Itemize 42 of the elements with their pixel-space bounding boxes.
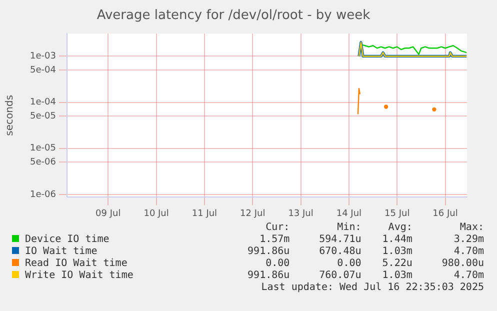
text: 594.71u — [318, 234, 362, 246]
y-tick-label: 1e-03 — [30, 52, 56, 62]
text: 991.86u — [246, 246, 290, 258]
text: Cur: — [264, 222, 290, 234]
x-tick-label: 10 Jul — [144, 208, 169, 219]
x-tick-label: 14 Jul — [336, 208, 362, 219]
text: 980.00u — [440, 258, 484, 270]
text: 5.22u — [381, 258, 412, 270]
x-tick-label: 11 Jul — [192, 208, 218, 219]
y-tick-label: 5e-05 — [30, 112, 56, 122]
text: 1.03m — [381, 246, 412, 258]
text: 1.03m — [381, 270, 412, 282]
y-axis-title: seconds — [4, 94, 16, 136]
chart-title: Average latency for /dev/ol/root - by week — [96, 8, 371, 24]
x-tick-label: 13 Jul — [288, 208, 314, 219]
y-tick-label: 1e-04 — [30, 98, 56, 108]
text: 991.86u — [246, 270, 290, 282]
text: 3.29m — [452, 234, 484, 246]
text: 760.07u — [318, 270, 362, 282]
legend-label: Write IO Wait time — [25, 270, 134, 281]
text: 4.70m — [452, 246, 484, 258]
text: Avg: — [387, 222, 412, 234]
x-tick-label: 15 Jul — [384, 208, 410, 219]
text: Max: — [458, 222, 484, 234]
x-tick-label: 16 Jul — [432, 208, 458, 219]
y-tick-label: 1e-05 — [30, 144, 56, 154]
text: 1.44m — [381, 234, 412, 246]
y-tick-label: 5e-04 — [30, 65, 56, 76]
y-tick-label: 1e-06 — [30, 190, 56, 200]
text: Last update: Wed Jul 16 22:35:03 2025 — [260, 282, 484, 294]
text: 4.70m — [452, 270, 484, 282]
text: 0.00 — [336, 258, 362, 270]
legend-label: Device IO time — [25, 234, 110, 245]
text: 1.57m — [258, 234, 290, 246]
text: Min: — [336, 222, 362, 234]
x-tick-label: 09 Jul — [96, 208, 121, 219]
legend-label: IO Wait time — [25, 246, 98, 257]
y-tick-label: 5e-06 — [30, 158, 56, 168]
x-tick-label: 12 Jul — [240, 208, 266, 219]
legend-label: Read IO Wait time — [25, 258, 128, 269]
text: 0.00 — [264, 258, 290, 270]
text: 670.48u — [318, 246, 362, 258]
